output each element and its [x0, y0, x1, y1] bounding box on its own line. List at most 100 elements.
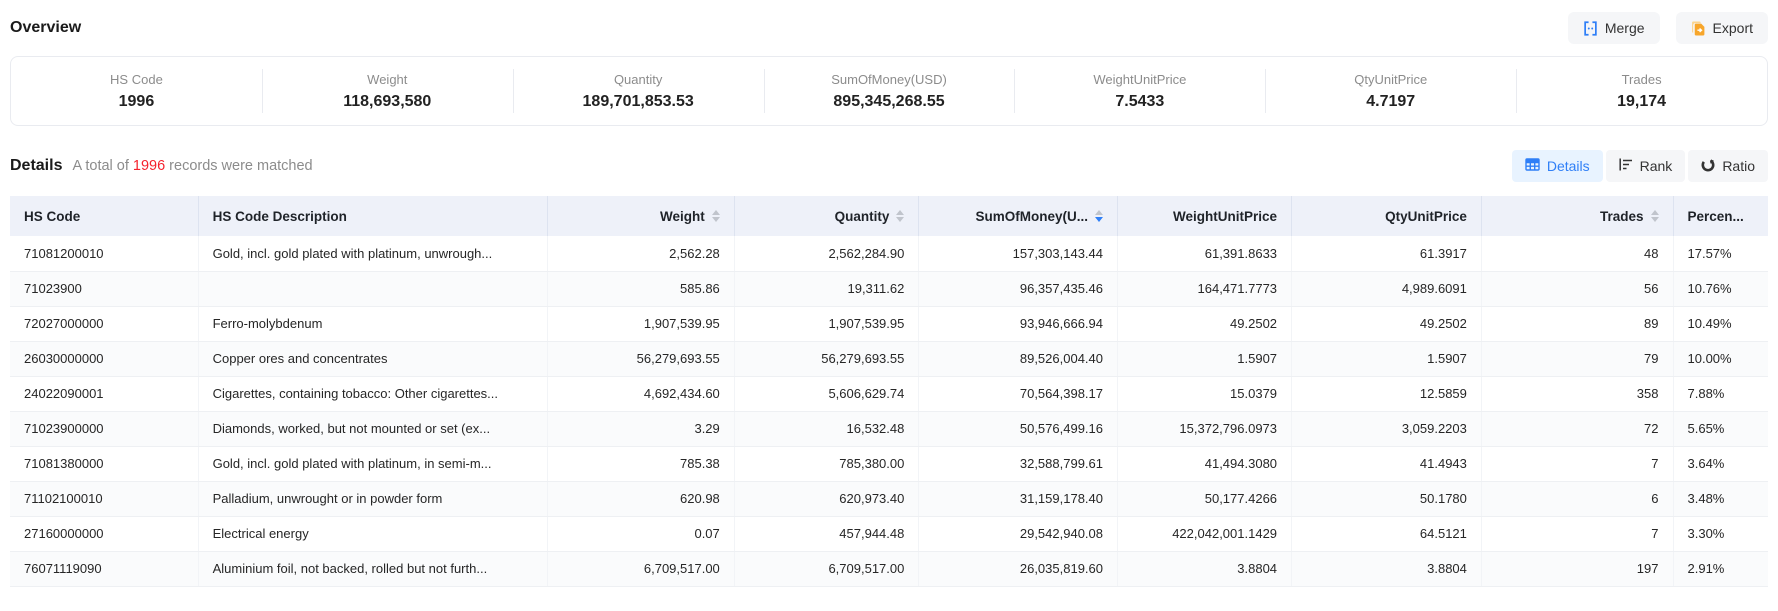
stat-value: 19,174: [1617, 92, 1667, 110]
column-header-weight[interactable]: Weight: [547, 196, 735, 236]
stat-label: Quantity: [613, 71, 663, 87]
table-row[interactable]: 24022090001 Cigarettes, containing tobacc…: [10, 376, 1768, 412]
table-cell: 15,372,796.0973: [1117, 411, 1293, 447]
table-cell: 620,973.40: [734, 481, 920, 517]
table-cell: 3.48%: [1673, 481, 1768, 517]
table-cell: 49.2502: [1117, 306, 1293, 342]
table-cell: 31,159,178.40: [918, 481, 1118, 517]
table-cell: 4,692,434.60: [547, 376, 735, 412]
table-row[interactable]: 26030000000 Copper ores and concentrates 5…: [10, 341, 1768, 377]
stat-value: 1996: [118, 92, 155, 110]
view-button-label: Rank: [1639, 158, 1673, 174]
table-cell: 48: [1481, 236, 1674, 272]
table-cell: 41,494.3080: [1117, 446, 1293, 482]
table-cell: 24022090001: [10, 376, 199, 412]
stat-weight: Weight 118,693,580: [261, 57, 513, 125]
table-cell: 10.00%: [1673, 341, 1768, 377]
table-row[interactable]: 71081380000 Gold, incl. gold plated with …: [10, 446, 1768, 482]
merge-button-label: Merge: [1604, 20, 1645, 36]
stat-quantity: Quantity 189,701,853.53: [512, 57, 764, 125]
table-cell: 64.5121: [1291, 516, 1482, 552]
export-icon: [1691, 21, 1706, 36]
table-row[interactable]: 71023900000 Diamonds, worked, but not mou…: [10, 411, 1768, 447]
table-cell: 3,059.2203: [1291, 411, 1482, 447]
sort-icon[interactable]: [711, 210, 720, 222]
export-button[interactable]: Export: [1675, 12, 1768, 44]
topbar-actions: Merge Export: [1567, 12, 1768, 44]
table-cell: 96,357,435.46: [918, 271, 1118, 307]
table-cell: 5,606,629.74: [734, 376, 920, 412]
table-row[interactable]: 71023900 585.86 19,311.62 96,357,435.46 164,…: [10, 271, 1768, 307]
table-cell: 29,542,940.08: [918, 516, 1118, 552]
table-cell: 164,471.7773: [1117, 271, 1293, 307]
column-header-description: HS Code Description: [198, 196, 549, 236]
table-cell: 16,532.48: [734, 411, 920, 447]
stat-label: HS Code: [110, 71, 163, 87]
table-row[interactable]: 76071119090 Aluminium foil, not backed, r…: [10, 551, 1768, 587]
view-button-label: Details: [1546, 158, 1590, 174]
table-row[interactable]: 72027000000 Ferro-molybdenum 1,907,539.95 1…: [10, 306, 1768, 342]
merge-button[interactable]: Merge: [1567, 12, 1660, 44]
column-header-trades[interactable]: Trades: [1481, 196, 1674, 236]
table-cell: 6: [1481, 481, 1674, 517]
sort-icon[interactable]: [1650, 210, 1659, 222]
table-cell: 76071119090: [10, 551, 199, 587]
table-cell: 89,526,004.40: [918, 341, 1118, 377]
column-header-weight-unit-price: WeightUnitPrice: [1117, 196, 1293, 236]
match-prefix: A total of: [72, 158, 129, 174]
stat-label: Trades: [1621, 71, 1662, 87]
table-cell: Ferro-molybdenum: [198, 306, 549, 342]
table-cell: 197: [1481, 551, 1674, 587]
table-cell: Cigarettes, containing tobacco: Other ci…: [198, 376, 549, 412]
table-cell: 27160000000: [10, 516, 199, 552]
table-cell: 620.98: [547, 481, 735, 517]
column-header-qty-unit-price: QtyUnitPrice: [1291, 196, 1482, 236]
table-cell: 785,380.00: [734, 446, 920, 482]
column-header-hs-code: HS Code: [10, 196, 199, 236]
ratio-icon: [1701, 158, 1715, 175]
sort-icon[interactable]: [896, 210, 905, 222]
column-header-sum-of-money[interactable]: SumOfMoney(U...: [918, 196, 1118, 236]
table-cell: 6,709,517.00: [547, 551, 735, 587]
view-button-details[interactable]: Details: [1511, 150, 1603, 182]
sort-icon-active-desc[interactable]: [1095, 210, 1103, 222]
table-cell: 56: [1481, 271, 1674, 307]
match-count: 1996: [132, 158, 166, 174]
stat-qty-unit-price: QtyUnitPrice 4.7197: [1265, 57, 1516, 125]
table-cell: 2.91%: [1673, 551, 1768, 587]
table-cell: 41.4943: [1291, 446, 1482, 482]
table-cell: Palladium, unwrought or in powder form: [198, 481, 549, 517]
details-bar: Details A total of 1996 records were match…: [10, 150, 1768, 182]
view-button-ratio[interactable]: Ratio: [1688, 150, 1768, 182]
stat-trades: Trades 19,174: [1516, 57, 1767, 125]
table-cell: 2,562,284.90: [734, 236, 920, 272]
table-cell: 785.38: [547, 446, 735, 482]
page-title: Overview: [10, 19, 82, 36]
table-cell: 32,588,799.61: [918, 446, 1118, 482]
details-heading: Details A total of 1996 records were match…: [10, 157, 313, 175]
table-cell: 72027000000: [10, 306, 199, 342]
table-cell: 1.5907: [1291, 341, 1482, 377]
export-button-label: Export: [1712, 20, 1753, 36]
table-cell: 70,564,398.17: [918, 376, 1118, 412]
table-cell: 7: [1481, 516, 1674, 552]
table-cell: 79: [1481, 341, 1674, 377]
stat-value: 189,701,853.53: [582, 92, 694, 110]
table-cell: 10.49%: [1673, 306, 1768, 342]
stat-label: QtyUnitPrice: [1354, 71, 1428, 87]
table-cell: 5.65%: [1673, 411, 1768, 447]
column-header-quantity[interactable]: Quantity: [734, 196, 920, 236]
top-bar: Overview Merge: [10, 8, 1768, 48]
table-row[interactable]: 27160000000 Electrical energy 0.07 457,944.…: [10, 516, 1768, 552]
table-cell: 71081200010: [10, 236, 199, 272]
table-cell: 26030000000: [10, 341, 199, 377]
table-cell: 19,311.62: [734, 271, 920, 307]
table-cell: 50,177.4266: [1117, 481, 1293, 517]
table-row[interactable]: 71081200010 Gold, incl. gold plated with …: [10, 236, 1768, 272]
table-cell: 71081380000: [10, 446, 199, 482]
view-button-rank[interactable]: Rank: [1605, 150, 1686, 182]
table-row[interactable]: 71102100010 Palladium, unwrought or in po…: [10, 481, 1768, 517]
table-cell: 1.5907: [1117, 341, 1293, 377]
stat-value: 118,693,580: [343, 92, 432, 110]
table-cell: Copper ores and concentrates: [198, 341, 549, 377]
